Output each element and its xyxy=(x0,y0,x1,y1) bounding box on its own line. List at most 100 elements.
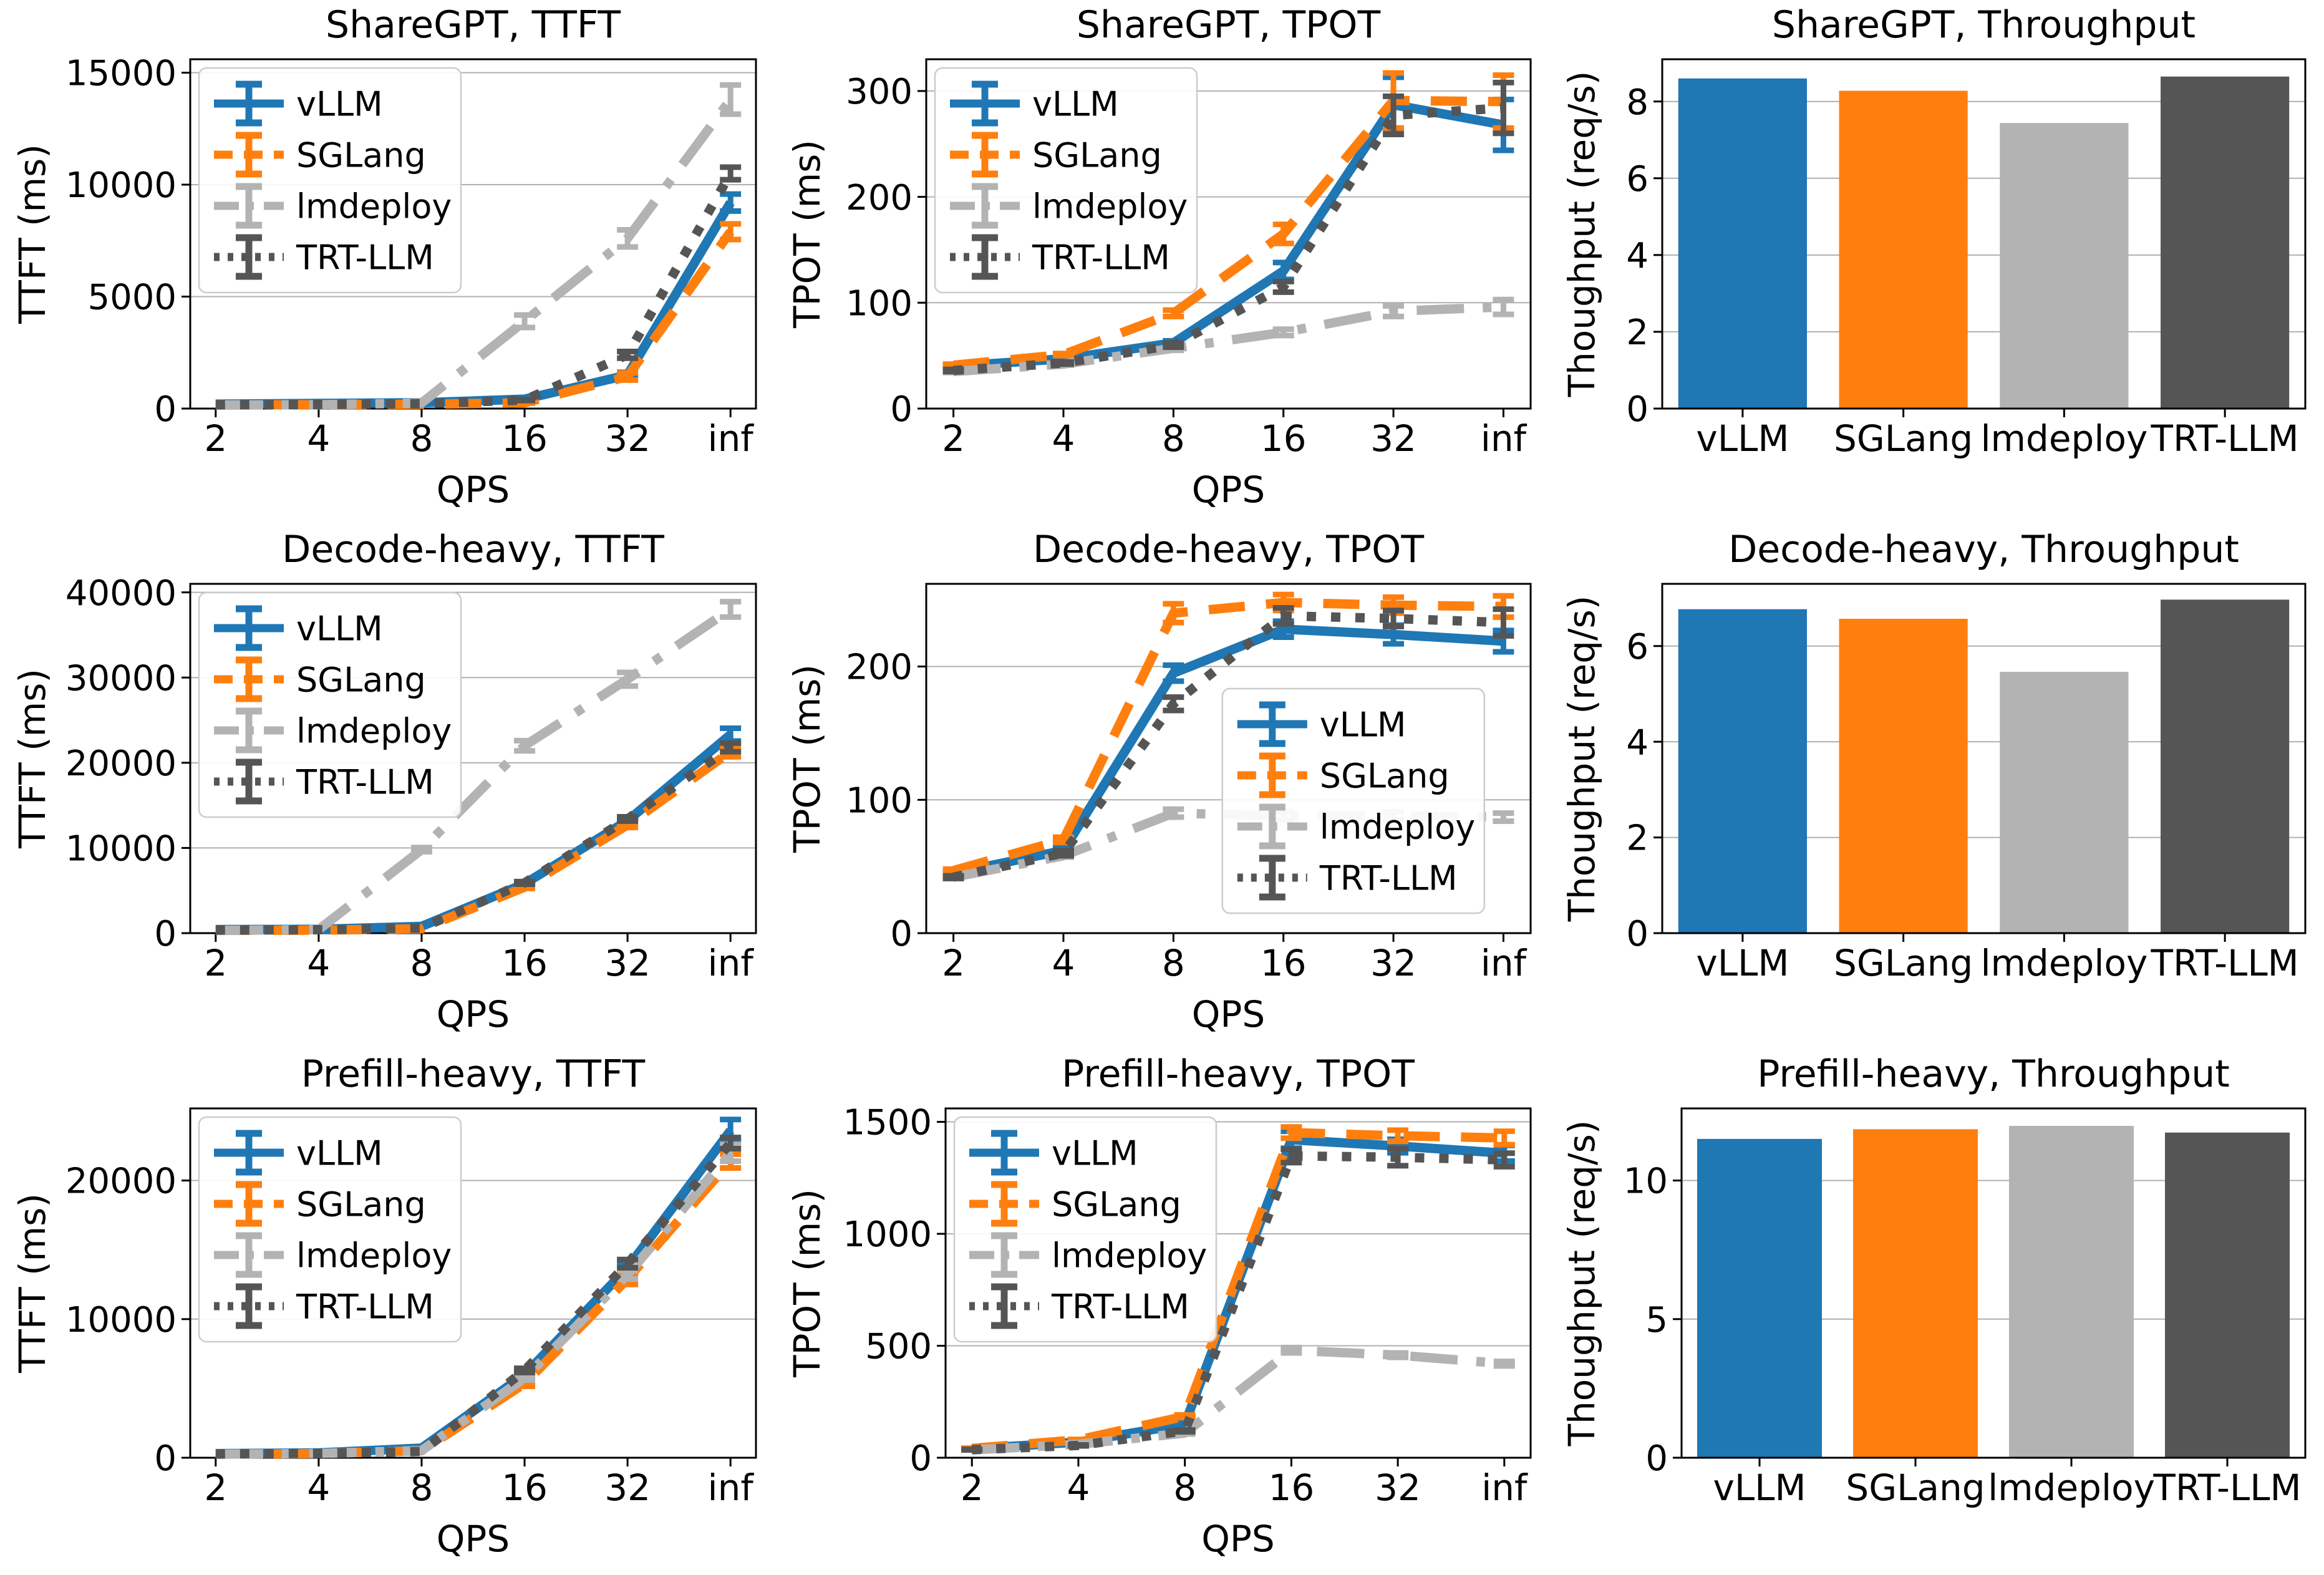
legend-item-label: vLLM xyxy=(296,1133,383,1173)
y-axis-label: TPOT (ms) xyxy=(786,664,828,853)
y-tick-label: 0 xyxy=(890,389,913,430)
series-TRT-LLM xyxy=(942,79,1514,376)
y-tick-label: 0 xyxy=(909,1438,932,1479)
x-tick-label: 2 xyxy=(204,1466,227,1509)
y-tick-label: 10 xyxy=(1624,1161,1668,1202)
legend-item-label: lmdeploy xyxy=(1032,187,1188,226)
cell-prefill-ttft: 0 10000 20000 Prefill-heavy, TTFT TTFT (ms) 2… xyxy=(0,1049,775,1574)
series-TRT-LLM xyxy=(215,740,742,935)
legend: vLLM SGLang lmdeploy TRT-LLM xyxy=(198,67,462,294)
legend-item: TRT-LLM xyxy=(214,234,434,280)
y-axis-label: TTFT (ms) xyxy=(11,669,54,849)
legend-item: vLLM xyxy=(969,1130,1138,1176)
legend-item-label: lmdeploy xyxy=(1052,1236,1207,1275)
x-tick-label: inf xyxy=(708,942,755,984)
plot-frame xyxy=(189,1107,757,1459)
x-tick-label: vLLM xyxy=(1696,942,1789,984)
y-tick-label: 5 xyxy=(1645,1300,1668,1340)
chart-title: ShareGPT, TTFT xyxy=(326,3,621,47)
y-tick-label: 2 xyxy=(1626,313,1649,353)
cell-sharegpt-tpot: 0 100 200 300 ShareGPT, TPOT TPOT (ms) 2 4 8 16 32… xyxy=(775,0,1549,525)
x-tick-label: vLLM xyxy=(1713,1466,1806,1509)
x-tick-label: 2 xyxy=(942,417,965,460)
plot-frame-overlay xyxy=(1661,583,2307,934)
axes: 0 500 1000 1500 xyxy=(843,1103,946,1479)
y-tick-label: 6 xyxy=(1626,159,1649,200)
legend-item-label: TRT-LLM xyxy=(1319,858,1458,898)
plot-frame xyxy=(925,583,1532,934)
x-tick-label: 8 xyxy=(410,942,433,984)
axes: 0 100 200 xyxy=(846,647,926,954)
x-tick-label: lmdeploy xyxy=(1980,417,2147,460)
chart-decode-ttft: 0 10000 20000 30000 40000 Decode-heavy, TTFT T… xyxy=(11,528,757,1035)
legend-item-label: TRT-LLM xyxy=(1032,238,1170,277)
y-tick-label: 8 xyxy=(1626,82,1649,123)
chart-title: Decode-heavy, TPOT xyxy=(1033,528,1424,571)
x-tick-label: 32 xyxy=(604,1466,651,1509)
chart-prefill-throughput: 0 5 10 Prefill-heavy, Throughput Thoughput (… xyxy=(1561,1052,2307,1509)
bar-vLLM xyxy=(1678,609,1807,933)
bar-lmdeploy xyxy=(2009,1126,2134,1458)
legend-item: SGLang xyxy=(214,132,426,178)
legend-item: TRT-LLM xyxy=(969,1283,1189,1329)
legend: vLLM SGLang lmdeploy TRT-LLM xyxy=(198,1116,462,1343)
y-axis-label: Thoughput (req/s) xyxy=(1561,71,1603,398)
y-axis-label: TTFT (ms) xyxy=(11,1193,54,1374)
x-tick-label: 8 xyxy=(1173,1466,1196,1509)
y-tick-label: 100 xyxy=(846,780,913,821)
bar-TRT-LLM xyxy=(2165,1132,2290,1458)
axes: 0 5 10 xyxy=(1624,1161,1682,1479)
legend-item: vLLM xyxy=(214,80,383,127)
plot-frame xyxy=(944,1107,1532,1459)
x-tick-label: TRT-LLM xyxy=(2152,1466,2301,1509)
x-tick-label: 32 xyxy=(1370,942,1416,984)
cell-decode-throughput: 0 2 4 6 Decode-heavy, Throughput Thoughput (r… xyxy=(1549,525,2324,1049)
x-tick-label: 4 xyxy=(1067,1466,1090,1509)
x-tick-label: lmdeploy xyxy=(1988,1466,2155,1509)
x-tick-label: TRT-LLM xyxy=(2151,417,2299,460)
x-tick-label: 32 xyxy=(604,942,651,984)
bar-SGLang xyxy=(1839,90,1968,409)
y-tick-label: 20000 xyxy=(65,1161,177,1202)
legend: vLLM SGLang lmdeploy TRT-LLM xyxy=(934,67,1198,294)
y-tick-label: 4 xyxy=(1626,236,1649,276)
x-tick-label: 8 xyxy=(1162,942,1185,984)
axes: 0 5000 10000 15000 xyxy=(65,54,190,430)
series-lmdeploy xyxy=(215,82,742,410)
legend-item-label: SGLang xyxy=(1320,756,1450,795)
y-tick-label: 5000 xyxy=(87,278,177,318)
legend-item-label: SGLang xyxy=(1032,135,1162,175)
y-tick-label: 300 xyxy=(846,72,913,112)
y-tick-label: 4 xyxy=(1626,722,1649,763)
y-axis-label: TPOT (ms) xyxy=(786,1189,828,1378)
legend-item-label: vLLM xyxy=(296,609,383,648)
chart-prefill-ttft: 0 10000 20000 Prefill-heavy, TTFT TTFT (ms) 2… xyxy=(11,1052,757,1560)
series-TRT-LLM xyxy=(942,604,1514,882)
chart-title: Prefill-heavy, Throughput xyxy=(1757,1052,2230,1096)
legend-item: SGLang xyxy=(950,132,1162,178)
legend-item: lmdeploy xyxy=(214,183,452,229)
x-tick-label: inf xyxy=(1481,942,1528,984)
legend-item: lmdeploy xyxy=(214,1232,452,1278)
x-tick-label: 16 xyxy=(501,417,548,460)
y-axis-label: TTFT (ms) xyxy=(11,144,54,324)
legend-item: vLLM xyxy=(950,80,1119,127)
chart-title: Decode-heavy, TTFT xyxy=(282,528,664,571)
y-tick-label: 200 xyxy=(846,178,913,218)
legend-item-label: TRT-LLM xyxy=(296,238,434,277)
legend-item: SGLang xyxy=(214,656,426,702)
bar-TRT-LLM xyxy=(2161,76,2290,409)
y-axis-label: Thoughput (req/s) xyxy=(1561,1120,1603,1447)
legend-item: TRT-LLM xyxy=(950,234,1170,280)
cell-prefill-throughput: 0 5 10 Prefill-heavy, Throughput Thoughput (… xyxy=(1549,1049,2324,1574)
legend-item-label: lmdeploy xyxy=(296,187,452,226)
legend: vLLM SGLang lmdeploy TRT-LLM xyxy=(1221,687,1486,914)
legend-item-label: SGLang xyxy=(1052,1185,1181,1224)
legend-item-label: vLLM xyxy=(1032,84,1119,124)
plot-frame xyxy=(925,58,1532,410)
y-tick-label: 0 xyxy=(1645,1438,1668,1479)
legend-item: lmdeploy xyxy=(950,183,1188,229)
y-tick-label: 6 xyxy=(1626,627,1649,667)
x-tick-label: inf xyxy=(1481,1466,1528,1509)
legend-item: vLLM xyxy=(214,1130,383,1176)
